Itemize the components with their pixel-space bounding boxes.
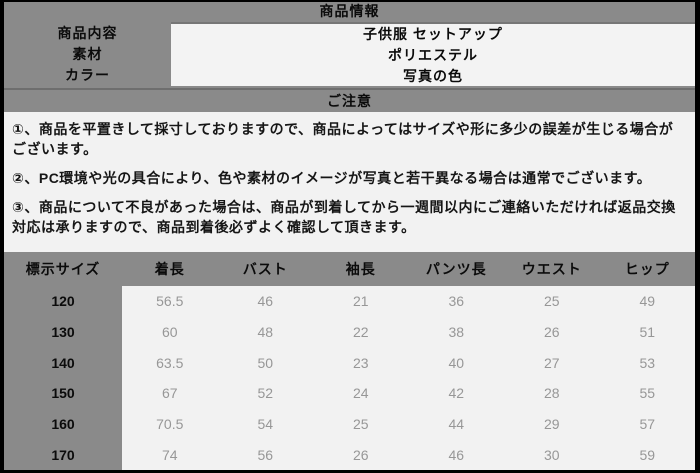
measurement-cell: 57 <box>639 416 656 433</box>
measurement-cell: 60 <box>161 324 178 340</box>
measurement-cell: 42 <box>448 385 465 402</box>
measurement-cell: 30 <box>543 446 560 463</box>
size-cell: 140 <box>4 347 122 379</box>
measurement-cell: 44 <box>448 416 465 433</box>
measurement-cell: 63.5 <box>156 354 184 371</box>
product-info-panel: 商品情報 商品内容 素材 カラー 子供服 セットアップ ポリエステル 写真の色 … <box>4 2 695 470</box>
measurement-cell: 21 <box>352 293 369 310</box>
measurement-cell: 46 <box>257 293 274 310</box>
header-cell-sleeve: 袖長 <box>345 261 376 277</box>
measurement-cell: 50 <box>257 354 274 371</box>
measurement-cell: 67 <box>161 385 178 402</box>
info-label-color: カラー <box>65 67 110 84</box>
notice-item-1: ①、商品を平置きして採寸しておりますので、商品によってはサイズや形に多少の誤差が… <box>12 121 674 157</box>
size-table-header-row: 標示サイズ 着長 バスト 袖長 パンツ長 ウエスト ヒップ <box>4 252 695 286</box>
notice-item-3: ③、商品について不良があった場合は、商品が到着してから一週間以内にご連絡いただけ… <box>12 199 676 235</box>
measurement-cell: 59 <box>639 446 656 463</box>
info-value-material: ポリエステル <box>388 47 478 63</box>
measurement-cell: 49 <box>639 293 656 310</box>
measurement-cell: 28 <box>543 385 560 402</box>
product-info-body: 商品内容 素材 カラー 子供服 セットアップ ポリエステル 写真の色 <box>4 21 695 87</box>
measurement-cell: 52 <box>257 385 274 402</box>
header-cell-pants: パンツ長 <box>425 261 487 277</box>
section-title-notice: ご注意 <box>4 88 695 112</box>
measurement-cell: 70.5 <box>156 416 184 433</box>
measurement-cell: 56.5 <box>156 293 184 310</box>
measurement-cell: 54 <box>257 416 274 433</box>
measurement-cell: 55 <box>639 385 656 402</box>
info-value-color: 写真の色 <box>403 67 463 84</box>
size-cell: 130 <box>4 316 122 348</box>
measurement-cell: 26 <box>543 324 560 340</box>
table-row-170: 170 74 56 26 46 30 59 <box>4 439 695 470</box>
measurement-cell: 22 <box>352 324 369 340</box>
header-cell-size: 標示サイズ <box>25 261 101 277</box>
info-values-panel: 子供服 セットアップ ポリエステル 写真の色 <box>171 22 695 86</box>
measurement-cell: 25 <box>543 293 560 310</box>
size-cell: 150 <box>4 378 122 409</box>
measurement-cell: 40 <box>448 354 465 371</box>
measurement-cell: 27 <box>543 354 560 371</box>
info-label-material: 素材 <box>72 45 103 62</box>
info-label-column: 商品内容 素材 カラー <box>4 22 171 86</box>
measurement-cell: 48 <box>257 324 274 340</box>
measurement-cell: 46 <box>448 446 465 463</box>
size-cell: 170 <box>4 439 122 470</box>
size-table: 標示サイズ 着長 バスト 袖長 パンツ長 ウエスト ヒップ 120 56.5 4… <box>4 252 695 470</box>
measurement-cell: 23 <box>352 354 369 371</box>
table-row-120: 120 56.5 46 21 36 25 49 <box>4 286 695 317</box>
size-cell: 120 <box>4 286 122 317</box>
header-cell-hip: ヒップ <box>624 261 670 277</box>
section-title-product-info: 商品情報 <box>319 2 380 19</box>
header-cell-length: 着長 <box>154 261 185 277</box>
measurement-cell: 29 <box>543 416 560 433</box>
measurement-cell: 51 <box>639 324 656 340</box>
header-cell-bust: バスト <box>242 261 288 277</box>
measurement-cell: 25 <box>352 416 369 433</box>
header-cell-waist: ウエスト <box>521 261 582 277</box>
table-row-150: 150 67 52 24 42 28 55 <box>4 378 695 409</box>
product-info-section: 商品情報 商品内容 素材 カラー 子供服 セットアップ ポリエステル 写真の色 <box>4 2 695 88</box>
measurement-cell: 56 <box>257 446 274 463</box>
measurement-cell: 36 <box>448 293 465 310</box>
table-row-160: 160 70.5 54 25 44 29 57 <box>4 408 695 440</box>
notice-list: ①、商品を平置きして採寸しておりますので、商品によってはサイズや形に多少の誤差が… <box>4 112 695 252</box>
table-row-140: 140 63.5 50 23 40 27 53 <box>4 347 695 379</box>
info-value-product-content: 子供服 セットアップ <box>363 26 503 43</box>
measurement-cell: 24 <box>352 385 369 402</box>
size-cell: 160 <box>4 408 122 440</box>
measurement-cell: 74 <box>161 446 178 463</box>
notice-item-2: ②、PC環境や光の具合により、色や素材のイメージが写真と若干異なる場合は通常でご… <box>12 170 652 186</box>
info-label-product-content: 商品内容 <box>57 24 118 41</box>
table-row-130: 130 60 48 22 38 26 51 <box>4 316 695 348</box>
measurement-cell: 26 <box>352 446 369 463</box>
size-table-body: 120 56.5 46 21 36 25 49 130 60 48 22 38 … <box>4 286 695 470</box>
measurement-cell: 53 <box>639 354 656 371</box>
measurement-cell: 38 <box>448 324 465 340</box>
